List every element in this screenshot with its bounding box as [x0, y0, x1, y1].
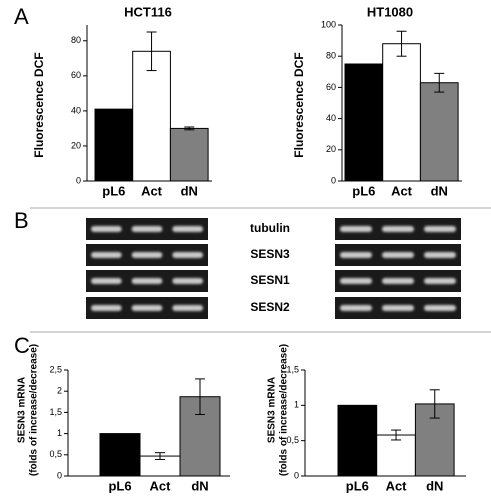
gel-band [131, 226, 163, 232]
gel-row-label: SESN1 [250, 273, 290, 287]
bar [376, 434, 416, 477]
gel-band [172, 278, 203, 284]
x-tick-label: dN [191, 478, 208, 493]
x-tick-label: Act [141, 183, 163, 198]
x-tick-label: pL6 [102, 183, 125, 198]
x-tick-label: pL6 [108, 478, 131, 493]
chart-title: HT1080 [367, 4, 413, 19]
error-bar [391, 429, 402, 441]
y-tick-label: 1 [294, 400, 299, 410]
x-tick-label: dN [181, 183, 198, 198]
bar [99, 433, 141, 477]
gel-band [340, 252, 372, 258]
y-tick-label: 1,5 [49, 407, 62, 417]
error-bar [429, 389, 440, 419]
panel-label: C [14, 333, 30, 358]
y-axis-label: SESN3 mRNA [17, 377, 28, 443]
panel-label: B [14, 208, 29, 233]
gel-band [131, 252, 163, 258]
gel-band [382, 278, 414, 284]
gel-band [424, 278, 456, 284]
gel-band [424, 226, 456, 232]
gel-band [131, 278, 163, 284]
gel-row-label: tubulin [250, 221, 290, 235]
gel-band [340, 226, 372, 232]
x-tick-label: pL6 [352, 183, 375, 198]
error-bar [396, 30, 407, 57]
bar [94, 108, 134, 182]
x-tick-label: Act [386, 478, 408, 493]
y-axis-label: SESN3 mRNA [267, 377, 278, 443]
gel-band [131, 305, 163, 311]
gel-panel: tubulin SESN3 SESN1 SESN2 [86, 218, 461, 319]
y-tick-label: 40 [71, 105, 81, 115]
gel-row-label: SESN3 [250, 247, 290, 261]
gel-band [340, 278, 372, 284]
bar [344, 63, 384, 182]
y-tick-label: 0 [76, 175, 81, 185]
y-tick-label: 2,5 [49, 364, 62, 374]
x-tick-label: Act [391, 183, 413, 198]
y-tick-label: 80 [326, 51, 336, 61]
y-axis-label: (folds of increase/decrease) [29, 344, 40, 476]
y-tick-label: 20 [71, 140, 81, 150]
error-bar [155, 452, 165, 460]
gel-band [382, 305, 414, 311]
bar [337, 404, 378, 477]
gel-row-label: SESN2 [250, 300, 290, 314]
y-tick-label: 0 [57, 470, 62, 480]
y-axis-label: Fluorescence DCF [32, 52, 46, 157]
y-tick-label: 20 [326, 144, 336, 154]
gel-band [382, 226, 414, 232]
gel-band [91, 305, 122, 311]
gel-band [382, 252, 414, 258]
bar [382, 43, 421, 182]
gel-band [91, 226, 122, 232]
error-bar [434, 72, 445, 93]
bar [169, 127, 209, 182]
gel-band [424, 252, 456, 258]
y-tick-label: 1,5 [286, 364, 299, 374]
x-tick-label: dN [426, 478, 443, 493]
gel-band [91, 252, 122, 258]
x-tick-label: Act [150, 478, 172, 493]
y-tick-label: 0,5 [286, 435, 299, 445]
y-tick-label: 100 [321, 19, 336, 29]
error-bar [195, 378, 205, 416]
gel-band [172, 252, 203, 258]
y-tick-label: 0 [294, 470, 299, 480]
chart-title: HCT116 [124, 4, 172, 19]
panel-label: A [14, 4, 29, 29]
y-tick-label: 2 [57, 386, 62, 396]
x-tick-label: dN [431, 183, 448, 198]
y-axis-label: (folds of increase/decrease) [279, 344, 290, 476]
gel-band [424, 305, 456, 311]
bar [419, 82, 459, 182]
y-tick-label: 40 [326, 113, 336, 123]
y-tick-label: 80 [71, 35, 81, 45]
y-tick-label: 0,5 [49, 449, 62, 459]
gel-band [91, 278, 122, 284]
gel-band [172, 305, 203, 311]
gel-band [340, 305, 372, 311]
error-bar [184, 126, 195, 131]
x-tick-label: pL6 [346, 478, 369, 493]
y-tick-label: 60 [71, 70, 81, 80]
y-axis-label: Fluorescence DCF [292, 52, 306, 157]
gel-band [172, 226, 203, 232]
y-tick-label: 1 [57, 428, 62, 438]
y-tick-label: 0 [331, 175, 336, 185]
error-bar [146, 31, 157, 72]
y-tick-label: 60 [326, 82, 336, 92]
